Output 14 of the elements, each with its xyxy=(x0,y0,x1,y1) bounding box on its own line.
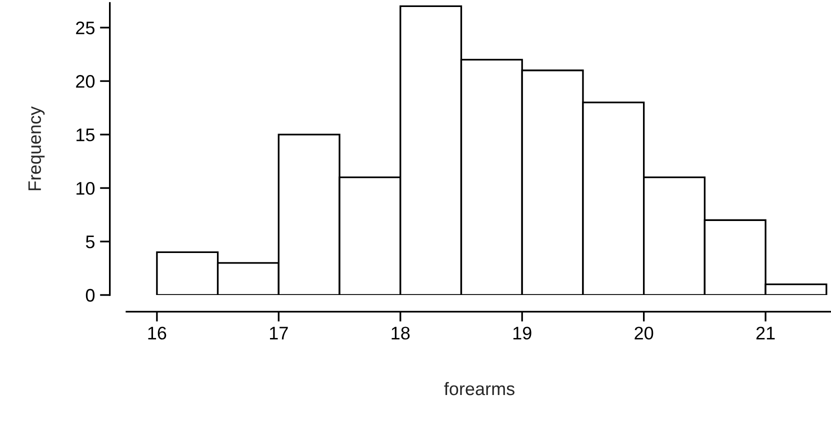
x-axis-title: forearms xyxy=(444,382,514,396)
y-tick-label: 10 xyxy=(76,182,95,195)
x-tick-label: 17 xyxy=(270,326,288,340)
x-tick-label: 16 xyxy=(148,326,166,340)
y-tick-label: 25 xyxy=(76,22,94,34)
y-tick-label: 5 xyxy=(86,236,94,248)
y-axis-title: Frequency xyxy=(28,106,45,190)
y-tick-label: 15 xyxy=(76,128,94,142)
x-tick-label: 20 xyxy=(634,326,654,340)
y-tick-label: 20 xyxy=(76,75,95,88)
x-tick-label: 19 xyxy=(513,326,532,340)
x-tick-label: 21 xyxy=(756,326,775,340)
x-tick-label: 18 xyxy=(392,326,410,340)
y-tick-label: 0 xyxy=(86,288,95,302)
